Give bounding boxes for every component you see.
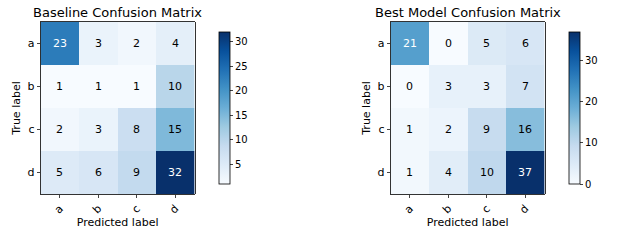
svg-text:b: b [440, 202, 454, 216]
svg-text:1: 1 [406, 166, 413, 179]
svg-text:4: 4 [445, 166, 452, 179]
svg-text:Best Model Confusion Matrix: Best Model Confusion Matrix [375, 5, 561, 20]
svg-text:c: c [379, 123, 385, 136]
svg-text:c: c [479, 202, 492, 215]
svg-text:a: a [402, 202, 416, 216]
svg-text:9: 9 [483, 123, 490, 136]
svg-text:Predicted label: Predicted label [427, 216, 509, 229]
svg-text:3: 3 [95, 37, 102, 50]
svg-text:Baseline Confusion Matrix: Baseline Confusion Matrix [33, 5, 202, 20]
svg-text:0: 0 [585, 179, 591, 190]
svg-text:7: 7 [522, 80, 529, 93]
svg-text:21: 21 [403, 37, 417, 50]
svg-text:10: 10 [585, 137, 598, 148]
svg-text:True label: True label [10, 81, 23, 135]
svg-text:1: 1 [95, 80, 102, 93]
svg-text:b: b [378, 80, 385, 93]
svg-text:20: 20 [235, 85, 248, 96]
svg-text:16: 16 [518, 123, 532, 136]
svg-text:c: c [129, 202, 142, 215]
svg-text:25: 25 [235, 61, 248, 72]
svg-text:10: 10 [480, 166, 494, 179]
svg-text:30: 30 [585, 55, 598, 66]
svg-text:32: 32 [168, 166, 182, 179]
svg-text:10: 10 [168, 80, 182, 93]
svg-text:c: c [29, 123, 35, 136]
svg-text:5: 5 [483, 37, 490, 50]
svg-text:a: a [378, 37, 385, 50]
svg-text:d: d [167, 202, 181, 216]
svg-text:3: 3 [95, 123, 102, 136]
svg-text:4: 4 [172, 37, 179, 50]
svg-text:d: d [28, 166, 35, 179]
svg-text:3: 3 [483, 80, 490, 93]
svg-text:1: 1 [133, 80, 140, 93]
svg-text:2: 2 [445, 123, 452, 136]
svg-text:23: 23 [53, 37, 67, 50]
svg-text:15: 15 [168, 123, 182, 136]
svg-text:5: 5 [56, 166, 63, 179]
svg-text:6: 6 [522, 37, 529, 50]
svg-text:0: 0 [445, 37, 452, 50]
svg-text:15: 15 [235, 110, 248, 121]
svg-text:8: 8 [133, 123, 140, 136]
svg-text:9: 9 [133, 166, 140, 179]
svg-text:6: 6 [95, 166, 102, 179]
svg-text:b: b [28, 80, 35, 93]
svg-text:30: 30 [235, 36, 248, 47]
svg-text:1: 1 [56, 80, 63, 93]
svg-text:a: a [52, 202, 66, 216]
svg-text:Predicted label: Predicted label [77, 216, 159, 229]
svg-text:2: 2 [56, 123, 63, 136]
svg-text:37: 37 [518, 166, 532, 179]
svg-text:2: 2 [133, 37, 140, 50]
svg-text:0: 0 [406, 80, 413, 93]
svg-text:3: 3 [445, 80, 452, 93]
svg-text:d: d [517, 202, 531, 216]
svg-text:5: 5 [235, 159, 241, 170]
svg-text:20: 20 [585, 96, 598, 107]
svg-text:10: 10 [235, 134, 248, 145]
svg-text:d: d [378, 166, 385, 179]
svg-text:b: b [90, 202, 104, 216]
svg-text:a: a [28, 37, 35, 50]
svg-text:1: 1 [406, 123, 413, 136]
svg-text:True label: True label [360, 81, 373, 135]
